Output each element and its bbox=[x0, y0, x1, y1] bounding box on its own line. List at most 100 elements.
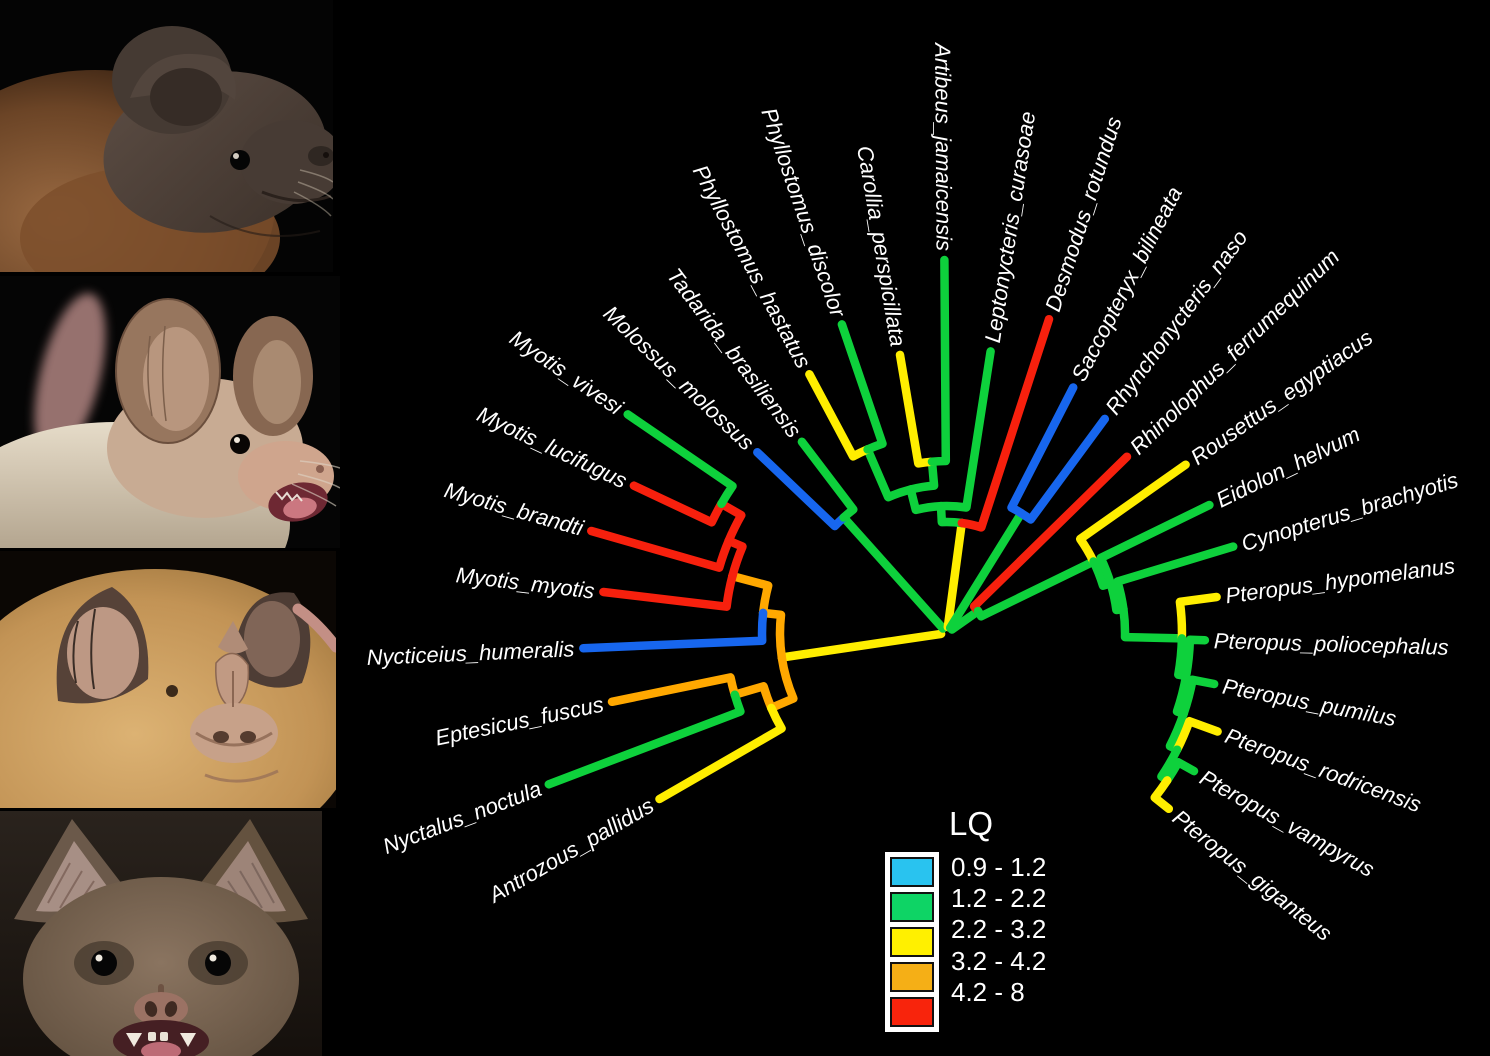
species-label-Artibeus_jamaicensis: Artibeus_jamaicensis bbox=[930, 41, 956, 251]
legend-swatch-bin-3 bbox=[890, 927, 934, 957]
tip-branch-Myotis_vivesi bbox=[623, 410, 737, 509]
species-label-Molossus_molossus: Molossus_molossus bbox=[598, 301, 759, 456]
tip-branch-Myotis_brandti bbox=[587, 526, 733, 572]
tip-branch-Phyllostomus_discolor bbox=[837, 320, 887, 454]
clade-branch-pteropus-clade bbox=[1119, 604, 1187, 643]
bat2-teeth bbox=[275, 491, 303, 502]
bat3-left-ear-inner bbox=[67, 607, 139, 699]
bat-photo-1 bbox=[0, 0, 333, 272]
bat-photo-2-illustration bbox=[0, 276, 340, 548]
legend-swatch-bin-4 bbox=[890, 962, 934, 992]
clade-branch-vespertilionidae bbox=[777, 629, 946, 662]
clade-branch-pteropus-4 bbox=[1165, 709, 1188, 754]
tip-branch-Pteropus_poliocephalus bbox=[1181, 635, 1210, 681]
tip-branch-Nyctalus_noctula bbox=[544, 690, 745, 789]
clade-branch-phyllostomidae bbox=[943, 518, 967, 632]
tip-branch-Leptonycteris_curasoae bbox=[936, 347, 995, 512]
bat3-noseleaf-horseshoe bbox=[190, 703, 278, 763]
legend-bin-label-4: 3.2 - 4.2 bbox=[951, 945, 1047, 976]
bat-photo-3 bbox=[0, 551, 336, 808]
clade-branch-carollia-artibeus bbox=[906, 457, 939, 494]
bat-photo-1-illustration bbox=[0, 0, 333, 272]
bat-photo-2 bbox=[0, 276, 340, 548]
species-label-Pteropus_poliocephalus: Pteropus_poliocephalus bbox=[1214, 628, 1449, 660]
lq-legend: LQ 0.9 - 1.2 1.2 - 2.2 2.2 - 3.2 3.2 - 4… bbox=[885, 806, 1046, 1032]
bat4-nose bbox=[134, 992, 188, 1026]
species-label-Pteropus_pumilus: Pteropus_pumilus bbox=[1221, 674, 1399, 732]
bat-photo-3-illustration bbox=[0, 551, 336, 808]
clade-branch-pteropodidae bbox=[973, 557, 1098, 621]
legend-bin-label-2: 1.2 - 2.2 bbox=[951, 883, 1047, 914]
tip-branch-Nycticeius_humeralis bbox=[579, 608, 768, 653]
bat3-pink-limb bbox=[292, 603, 336, 653]
tip-branch-Rhynchonycteris_naso bbox=[1017, 414, 1110, 524]
clade-branch-eptesicus-group bbox=[767, 653, 798, 713]
clade-branch-pteropus-5 bbox=[1157, 745, 1182, 785]
legend-bin-label-1: 0.9 - 1.2 bbox=[951, 852, 1047, 882]
clade-branch-yinpterochiroptera bbox=[947, 606, 983, 634]
tip-branch-Artibeus_jamaicensis bbox=[927, 255, 951, 466]
tip-branch-Myotis_lucifugus bbox=[629, 481, 726, 527]
species-label-Myotis_brandti: Myotis_brandti bbox=[442, 477, 587, 541]
legend-swatch-bin-2 bbox=[890, 892, 934, 922]
tip-branch-Carollia_perspicillata bbox=[895, 350, 937, 468]
bat2-background-ear-blur bbox=[34, 293, 106, 459]
tip-branch-Eptesicus_fuscus bbox=[607, 673, 740, 707]
bat3-nostril-left bbox=[213, 731, 229, 743]
species-label-Leptonycteris_curasoae: Leptonycteris_curasoae bbox=[980, 110, 1040, 345]
tip-branch-Myotis_myotis bbox=[599, 571, 737, 611]
bat2-left-ear-inner bbox=[143, 327, 209, 431]
bat2-tongue bbox=[283, 497, 317, 519]
clade-branch-pteropodid-2 bbox=[1089, 557, 1115, 590]
bat3-mouth-line bbox=[204, 769, 279, 783]
clade-branch-pteropus-3 bbox=[1172, 671, 1191, 719]
legend-title: LQ bbox=[949, 805, 994, 842]
species-label-Myotis_vivesi: Myotis_vivesi bbox=[505, 325, 628, 420]
bat1-muzzle bbox=[240, 120, 333, 204]
bat2-nostril bbox=[316, 465, 324, 473]
tip-branch-Antrozous_pallidus bbox=[655, 703, 786, 804]
tip-branch-Molossus_molossus bbox=[753, 448, 848, 531]
bat-photo-4-illustration bbox=[0, 811, 322, 1056]
clade-branch-pteropodid-3 bbox=[1106, 579, 1128, 615]
bat1-whiskers bbox=[293, 169, 333, 217]
bat1-ear-inner bbox=[150, 68, 222, 126]
bat4-tongue bbox=[141, 1042, 181, 1056]
clade-branch-emballonuridae bbox=[945, 508, 1026, 633]
tip-branch-Pteropus_pumilus bbox=[1179, 675, 1219, 719]
bat3-nostril-right bbox=[240, 731, 256, 743]
clade-branch-myotis-clade bbox=[728, 571, 773, 618]
bat3-eye bbox=[166, 685, 178, 697]
species-label-Myotis_myotis: Myotis_myotis bbox=[455, 562, 596, 603]
species-label-Nycticeius_humeralis: Nycticeius_humeralis bbox=[366, 636, 575, 670]
legend-bin-label-5: 4.2 - 8 bbox=[951, 976, 1025, 1007]
tip-branch-Tadarida_brasiliensis bbox=[797, 437, 858, 522]
bat4-head bbox=[23, 877, 299, 1056]
clade-branch-vivesi-lucifugus bbox=[717, 499, 746, 546]
bat4-left-canine bbox=[126, 1033, 142, 1047]
legend-swatch-column bbox=[885, 852, 939, 1032]
legend-label-column: 0.9 - 1.2 1.2 - 2.2 2.2 - 3.2 3.2 - 4.2 … bbox=[951, 852, 1046, 1008]
bat2-eye-glint bbox=[234, 437, 240, 443]
legend-bin-label-3: 2.2 - 3.2 bbox=[951, 914, 1047, 945]
clade-branch-phyllostomus-pair bbox=[863, 445, 915, 502]
tip-branch-Pteropus_giganteus bbox=[1150, 776, 1174, 814]
species-label-Pteropus_hypomelanus: Pteropus_hypomelanus bbox=[1224, 553, 1456, 608]
bat3-noseleaf-lancet bbox=[218, 621, 248, 654]
legend-swatch-bin-1 bbox=[890, 857, 934, 887]
bat1-nose bbox=[308, 146, 333, 166]
tip-branch-Pteropus_hypomelanus bbox=[1175, 592, 1221, 643]
clade-branch-molossidae bbox=[839, 513, 948, 633]
legend-swatch-bin-5 bbox=[890, 997, 934, 1027]
bat1-mouth-line bbox=[261, 190, 332, 203]
species-label-Eptesicus_fuscus: Eptesicus_fuscus bbox=[433, 692, 606, 751]
bat4-right-canine bbox=[180, 1033, 196, 1047]
bat1-eye-glint bbox=[233, 153, 239, 159]
species-label-Carollia_perspicillata: Carollia_perspicillata bbox=[852, 144, 911, 348]
bat-photo-4 bbox=[0, 811, 322, 1056]
species-label-Nyctalus_noctula: Nyctalus_noctula bbox=[379, 776, 545, 859]
tip-branch-Desmodus_rotundus bbox=[957, 314, 1054, 532]
clade-branch-pteropus-2 bbox=[1174, 634, 1191, 681]
